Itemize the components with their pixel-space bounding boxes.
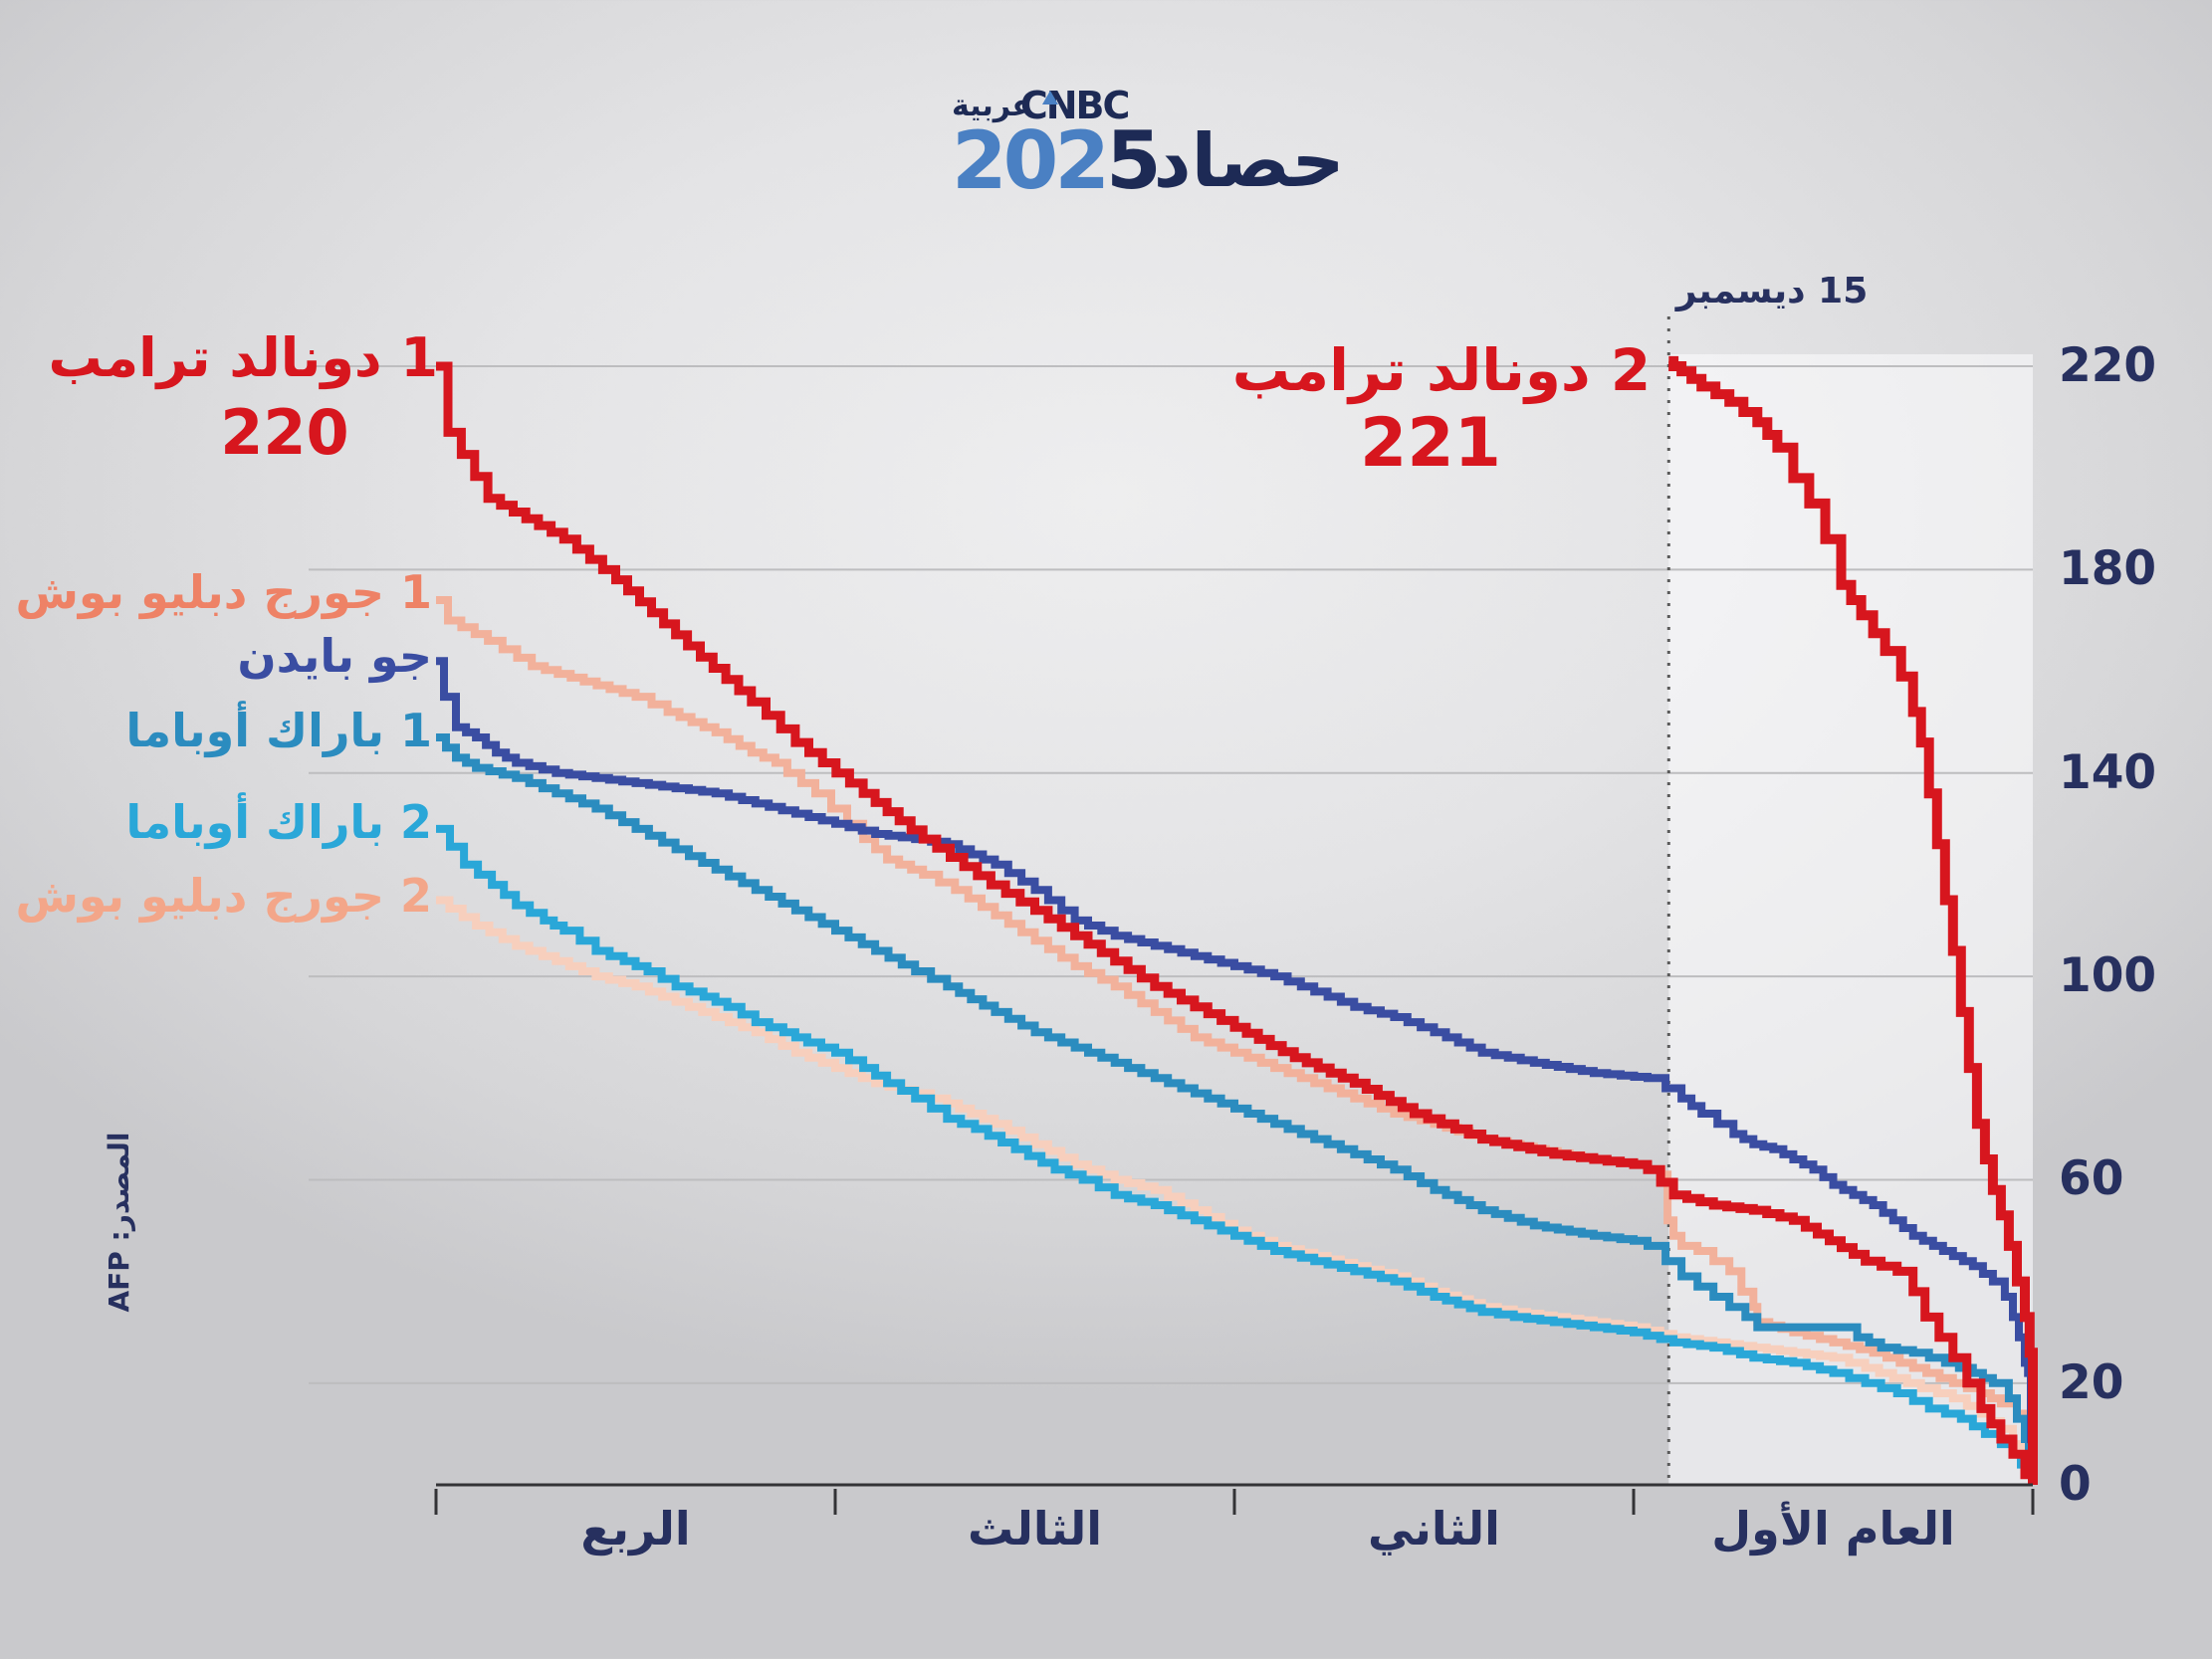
x-tick-year-1: العام الأول — [1711, 1502, 1955, 1555]
source-attribution: المصدر: AFP — [103, 1132, 135, 1313]
y-tick-220: 220 — [2059, 338, 2157, 393]
date-marker-label: 15 ديسمبر — [1675, 271, 1869, 311]
series-label-bush1: 1 جورج دبليو بوش — [15, 565, 432, 619]
logo-cnbc-wordmark: CNBC — [1019, 84, 1131, 127]
logo-year-blue-digits: 202 — [952, 114, 1110, 207]
y-tick-140: 140 — [2059, 744, 2157, 800]
series-line-trump1 — [436, 361, 2038, 1485]
y-tick-100: 100 — [2059, 948, 2157, 1004]
cnbc-arabia-2025-logo: عربية CNBC 202 5 حصاد — [952, 84, 1349, 207]
series-label-obama1: 1 باراك أوباما — [125, 704, 432, 757]
trump1-total-value: 220 — [220, 396, 349, 469]
y-tick-0: 0 — [2059, 1457, 2092, 1512]
x-tick-year-2: الثاني — [1368, 1502, 1500, 1555]
logo-arabic-brand: عربية — [952, 88, 1032, 123]
logo-headline-row: 202 5 حصاد — [952, 114, 1349, 207]
peacock-triangle-icon — [1041, 91, 1058, 104]
series-label-biden: جو بايدن — [237, 629, 432, 683]
logo-brand-row: عربية CNBC — [952, 84, 1130, 127]
x-tick-year-3: الثالث — [967, 1502, 1103, 1555]
logo-year-dark-digit: 5 — [1106, 114, 1162, 207]
series-line-trump2 — [1668, 355, 2038, 1485]
first-year-highlight — [1668, 354, 2033, 1485]
series-line-obama2 — [436, 824, 2037, 1485]
trump1-series-label: 1 دونالد ترامب — [48, 326, 438, 389]
series-label-obama2: 2 باراك أوباما — [125, 795, 432, 849]
logo-headline-word: حصاد — [1153, 118, 1349, 204]
y-tick-20: 20 — [2059, 1354, 2124, 1410]
series-line-obama1 — [436, 733, 2037, 1485]
y-tick-180: 180 — [2059, 541, 2157, 597]
trump2-series-label: 2 دونالد ترامب — [1231, 336, 1652, 404]
trump2-total-value: 221 — [1360, 404, 1501, 483]
series-line-biden — [436, 657, 2037, 1485]
series-line-bush2 — [436, 896, 2037, 1485]
series-label-bush2: 2 جورج دبليو بوش — [15, 869, 432, 923]
x-tick-year-4: الربع — [580, 1502, 691, 1555]
y-tick-60: 60 — [2059, 1151, 2124, 1207]
